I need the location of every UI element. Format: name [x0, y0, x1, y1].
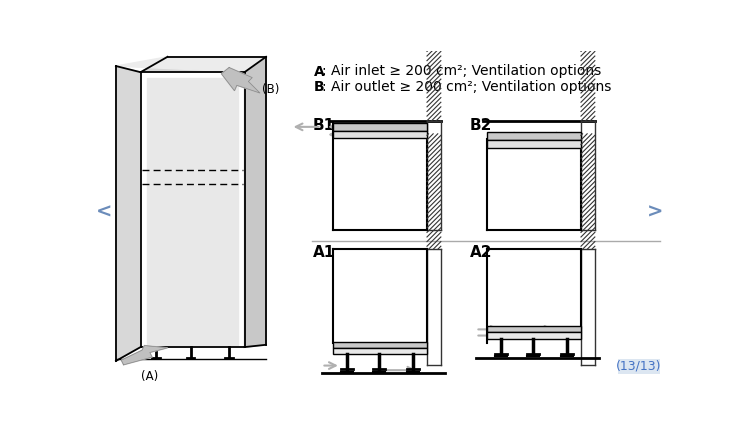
Bar [487, 333, 581, 338]
Polygon shape [116, 57, 266, 72]
Bar [487, 140, 581, 148]
Text: B1: B1 [313, 119, 335, 133]
Polygon shape [121, 346, 167, 365]
Text: (13/13): (13/13) [616, 360, 662, 373]
Text: A: A [314, 65, 325, 78]
Text: A2: A2 [470, 246, 493, 260]
Bar [487, 326, 581, 333]
Polygon shape [141, 57, 266, 72]
Text: B2: B2 [470, 119, 493, 133]
Polygon shape [116, 66, 141, 361]
Bar [581, 249, 595, 365]
Text: : Air outlet ≥ 200 cm²; Ventilation options: : Air outlet ≥ 200 cm²; Ventilation opti… [321, 80, 611, 94]
Bar [427, 249, 441, 365]
Text: A1: A1 [313, 246, 335, 260]
Polygon shape [221, 68, 260, 93]
Bar [487, 132, 581, 140]
Bar [333, 348, 427, 354]
Bar [333, 123, 427, 131]
Bar [581, 122, 595, 230]
Text: (B): (B) [262, 83, 280, 96]
Text: B: B [314, 80, 324, 94]
Polygon shape [147, 78, 238, 345]
Text: : Air inlet ≥ 200 cm²; Ventilation options: : Air inlet ≥ 200 cm²; Ventilation optio… [321, 65, 601, 78]
Polygon shape [244, 57, 266, 347]
Bar [333, 342, 427, 348]
Bar [618, 359, 660, 374]
Text: (A): (A) [141, 370, 158, 383]
Text: >: > [647, 203, 663, 222]
Bar [427, 122, 441, 230]
Text: <: < [95, 203, 112, 222]
Bar [333, 131, 427, 138]
